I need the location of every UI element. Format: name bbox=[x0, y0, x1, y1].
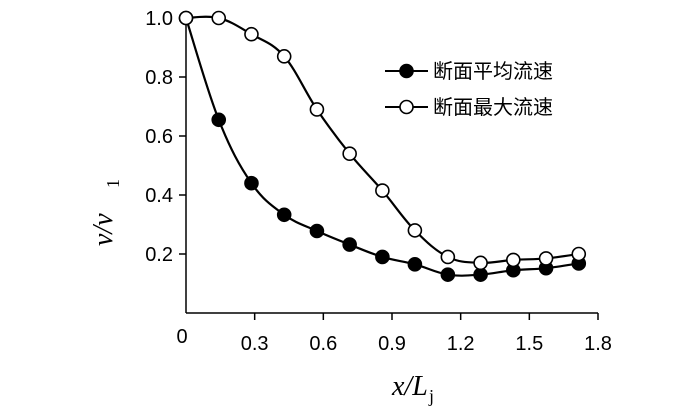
data-point bbox=[211, 112, 227, 128]
data-point bbox=[211, 10, 227, 26]
y-axis-title: v/v bbox=[88, 213, 119, 246]
series-line bbox=[185, 15, 579, 265]
legend-label: 断面平均流速 bbox=[433, 59, 553, 83]
y-tick-label: 0.2 bbox=[145, 244, 173, 266]
y-tick-label: 0.8 bbox=[145, 67, 173, 89]
data-point bbox=[244, 175, 259, 191]
data-point bbox=[309, 102, 325, 117]
data-point bbox=[309, 223, 325, 239]
y-axis-title-subscript: 1 bbox=[103, 179, 123, 188]
axis-titles: x/L j v/v 1 bbox=[88, 179, 434, 406]
y-tick-label: 0.4 bbox=[145, 185, 173, 207]
x-tick-label: 1.8 bbox=[584, 333, 612, 355]
legend-marker bbox=[399, 63, 414, 79]
x-tick-label: 0.6 bbox=[309, 333, 337, 355]
origin-label: 0 bbox=[176, 326, 187, 348]
series-line bbox=[184, 17, 579, 277]
x-tick-label: 0.3 bbox=[241, 333, 269, 355]
legend-entry: 断面最大流速 bbox=[385, 95, 553, 119]
data-point bbox=[407, 257, 423, 272]
x-axis-title-subscript: j bbox=[428, 386, 434, 406]
data-point bbox=[276, 207, 292, 223]
y-tick-label: 0.6 bbox=[145, 126, 173, 148]
series-layer bbox=[178, 10, 587, 282]
data-point bbox=[342, 237, 357, 252]
data-point bbox=[375, 183, 390, 198]
ticks: 0.3 0.6 0.9 1.2 1.5 1.8 0.2 0.4 0.6 0.8 1.0 0 bbox=[145, 8, 612, 355]
x-tick-label: 1.2 bbox=[447, 333, 475, 355]
legend-marker bbox=[399, 99, 414, 115]
y-tick-label: 1.0 bbox=[145, 8, 173, 30]
data-point bbox=[178, 10, 194, 26]
x-axis-title: x/L bbox=[391, 371, 428, 402]
x-tick-label: 1.5 bbox=[515, 333, 543, 355]
data-point bbox=[407, 223, 423, 238]
x-tick-label: 0.9 bbox=[378, 333, 406, 355]
data-point bbox=[473, 255, 488, 271]
legend-label: 断面最大流速 bbox=[433, 95, 553, 119]
data-point bbox=[440, 267, 456, 282]
y-axis-title-group: v/v 1 bbox=[88, 179, 123, 246]
series-1 bbox=[178, 10, 587, 282]
data-point bbox=[342, 146, 357, 161]
data-point bbox=[440, 249, 456, 265]
data-point bbox=[571, 246, 587, 262]
series-2 bbox=[178, 10, 587, 271]
legend-entry: 断面平均流速 bbox=[385, 59, 553, 83]
data-point bbox=[276, 49, 292, 64]
data-point bbox=[506, 252, 521, 268]
data-point bbox=[244, 26, 259, 42]
data-point bbox=[538, 251, 554, 266]
data-point bbox=[375, 249, 390, 265]
